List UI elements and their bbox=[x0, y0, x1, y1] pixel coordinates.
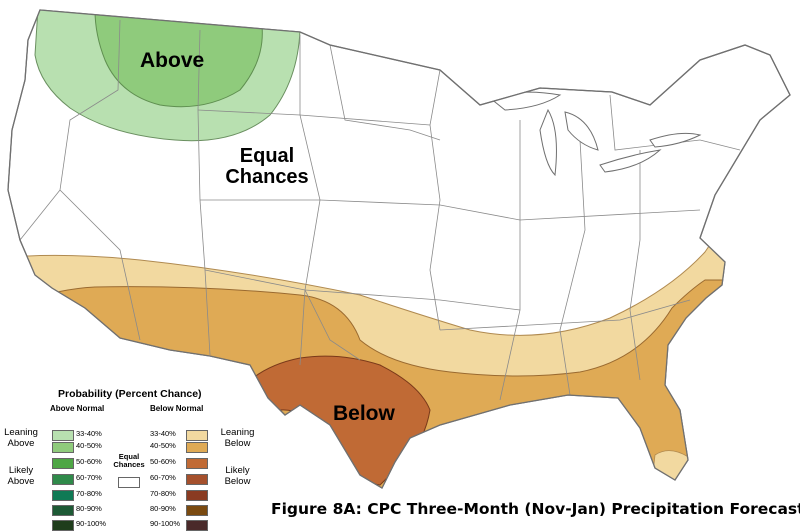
below-label: Below bbox=[333, 402, 395, 425]
florida-tip-region bbox=[649, 450, 691, 488]
above-swatch-label-2: 50-60% bbox=[76, 457, 102, 466]
above-swatch-0 bbox=[52, 430, 74, 441]
above-swatch-label-1: 40-50% bbox=[76, 441, 102, 450]
state-boundaries bbox=[19, 19, 741, 401]
likely-below-label: Likely Below bbox=[224, 465, 251, 487]
above-swatch-2 bbox=[52, 458, 74, 469]
below-swatch-label-3: 60-70% bbox=[150, 473, 176, 482]
above-swatch-label-0: 33-40% bbox=[76, 429, 102, 438]
probability-legend: Probability (Percent Chance) Above Norma… bbox=[0, 388, 260, 531]
above-label: Above bbox=[140, 49, 205, 72]
great-lakes bbox=[488, 91, 702, 177]
likely-above-label: Likely Above bbox=[7, 465, 35, 487]
us-outline bbox=[7, 9, 791, 489]
below-swatch-6 bbox=[186, 520, 208, 531]
above-swatch-5 bbox=[52, 505, 74, 516]
above-swatch-3 bbox=[52, 474, 74, 485]
above-normal-heading: Above Normal bbox=[50, 404, 105, 413]
below-swatch-label-0: 33-40% bbox=[150, 429, 176, 438]
below-swatch-1 bbox=[186, 442, 208, 453]
below-swatch-2 bbox=[186, 458, 208, 469]
below-swatch-label-5: 80-90% bbox=[150, 504, 176, 513]
above-swatch-1 bbox=[52, 442, 74, 453]
equal-chances-legend-label: Equal Chances bbox=[113, 452, 145, 470]
above-swatch-label-4: 70-80% bbox=[76, 489, 102, 498]
below-normal-heading: Below Normal bbox=[150, 404, 204, 413]
above-40-50-region bbox=[94, 10, 263, 108]
above-swatch-label-3: 60-70% bbox=[76, 473, 102, 482]
below-swatch-label-4: 70-80% bbox=[150, 489, 176, 498]
equal-chances-line1: Equal bbox=[239, 145, 295, 167]
above-swatch-6 bbox=[52, 520, 74, 531]
below-swatch-label-2: 50-60% bbox=[150, 457, 176, 466]
equal-chances-swatch bbox=[118, 477, 140, 488]
below-swatch-label-1: 40-50% bbox=[150, 441, 176, 450]
below-swatch-4 bbox=[186, 490, 208, 501]
equal-chances-label: Equal Chances bbox=[222, 146, 312, 188]
leaning-below-label: Leaning Below bbox=[220, 427, 255, 449]
below-swatch-3 bbox=[186, 474, 208, 485]
above-swatch-label-5: 80-90% bbox=[76, 504, 102, 513]
equal-chances-line2: Chances bbox=[225, 166, 309, 188]
leaning-above-label: Leaning Above bbox=[4, 427, 38, 449]
below-swatch-0 bbox=[186, 430, 208, 441]
below-swatch-5 bbox=[186, 505, 208, 516]
legend-title: Probability (Percent Chance) bbox=[58, 388, 202, 400]
above-swatch-4 bbox=[52, 490, 74, 501]
figure-caption: Figure 8A: CPC Three-Month (Nov-Jan) Pre… bbox=[271, 500, 800, 518]
